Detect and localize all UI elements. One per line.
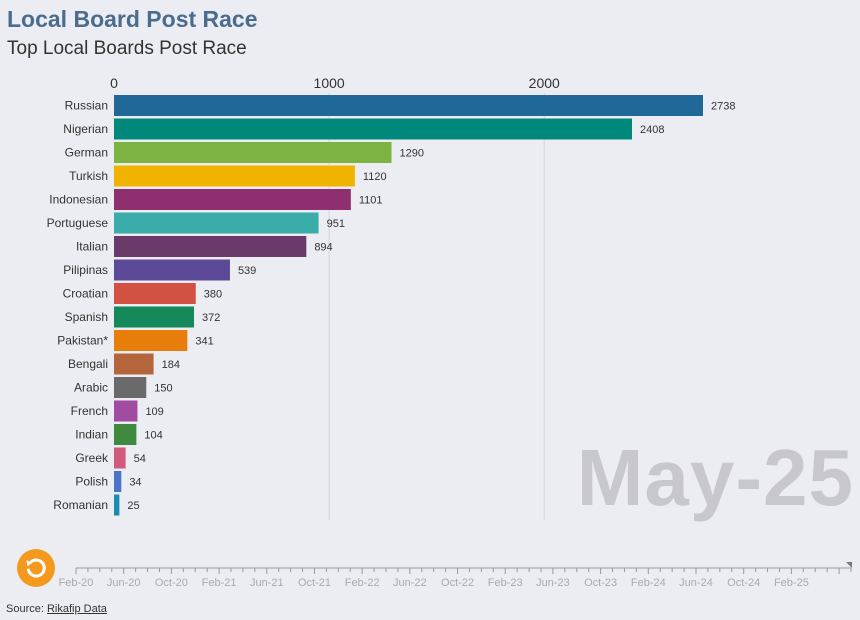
category-label: Pilipinas [63, 263, 108, 277]
category-label: Croatian [63, 287, 108, 301]
timeline-label: Feb-25 [774, 577, 809, 589]
category-label: Pakistan* [57, 334, 108, 348]
timeline-label: Jun-24 [679, 577, 713, 589]
timeline-label: Feb-24 [631, 577, 666, 589]
bar-russian [114, 95, 703, 116]
value-label: 1120 [363, 171, 387, 183]
category-label: Italian [76, 240, 108, 254]
value-label: 184 [162, 359, 180, 371]
timeline-handle [846, 562, 852, 568]
value-label: 539 [238, 265, 256, 277]
category-label: Russian [65, 99, 108, 113]
x-tick-label: 2000 [529, 75, 560, 91]
value-label: 1290 [400, 148, 424, 160]
category-label: French [71, 404, 108, 418]
timeline-label: Oct-24 [727, 577, 760, 589]
timeline-label: Jun-22 [393, 577, 427, 589]
value-label: 54 [134, 453, 146, 465]
bar-french [114, 400, 138, 422]
bar-nigerian [114, 118, 633, 140]
value-label: 372 [202, 312, 220, 324]
bar-polish [114, 471, 122, 492]
bar-croatian [114, 283, 196, 304]
value-label: 1101 [359, 195, 383, 207]
bar-turkish [114, 165, 355, 187]
category-label: Romanian [53, 498, 108, 512]
value-label: 894 [314, 242, 332, 254]
chart-subtitle: Top Local Boards Post Race [7, 38, 247, 59]
bar-greek [114, 447, 126, 469]
category-label: Portuguese [47, 216, 109, 230]
category-label: German [65, 146, 108, 160]
category-label: Indonesian [49, 193, 108, 207]
timeline-label: Feb-23 [488, 577, 523, 589]
category-label: Spanish [65, 310, 108, 324]
value-label: 341 [195, 336, 213, 348]
bar-pakistan [114, 330, 188, 351]
x-tick-label: 1000 [314, 75, 345, 91]
value-label: 25 [127, 500, 139, 512]
category-label: Arabic [74, 381, 108, 395]
value-label: 150 [154, 383, 172, 395]
value-label: 951 [327, 218, 345, 230]
bar-race-chart: 0 1000 2000 Russian 2738 Nigerian 2408 German 12… [47, 75, 735, 520]
current-period-label: May-25 [576, 433, 854, 522]
timeline-label: Feb-21 [202, 577, 237, 589]
bar-spanish [114, 306, 195, 328]
bar-pilipinas [114, 259, 230, 281]
timeline-slider[interactable]: Feb-20 Jun-20 Oct-20 Feb-21 Jun-21 Oct-21 Feb-… [0, 560, 860, 596]
value-label: 109 [145, 406, 163, 418]
value-label: 380 [204, 289, 222, 301]
source-note: Source: Rikafip Data [6, 603, 107, 615]
category-label: Nigerian [63, 122, 108, 136]
timeline-label: Jun-23 [536, 577, 570, 589]
timeline-label: Oct-21 [298, 577, 331, 589]
bar-german [114, 142, 392, 163]
bar-arabic [114, 377, 147, 398]
timeline-label: Oct-23 [584, 577, 617, 589]
category-label: Polish [75, 475, 108, 489]
category-label: Greek [75, 451, 109, 465]
bar-romanian [114, 494, 120, 516]
timeline-label: Jun-20 [107, 577, 141, 589]
value-label: 2408 [640, 124, 664, 136]
timeline-label: Feb-22 [345, 577, 380, 589]
replay-button[interactable] [17, 549, 55, 587]
category-label: Turkish [69, 169, 108, 183]
timeline-label: Oct-20 [155, 577, 188, 589]
category-label: Bengali [68, 357, 108, 371]
value-label: 104 [144, 430, 162, 442]
value-label: 34 [129, 477, 141, 489]
timeline-label: Jun-21 [250, 577, 284, 589]
x-tick-label: 0 [110, 75, 118, 91]
value-label: 2738 [711, 101, 735, 113]
bar-bengali [114, 353, 154, 375]
bar-indian [114, 424, 137, 445]
category-label: Indian [75, 428, 108, 442]
replay-icon [26, 558, 46, 578]
source-link[interactable]: Rikafip Data [46, 603, 107, 615]
bar-indonesian [114, 189, 351, 210]
bar-italian [114, 236, 307, 257]
timeline-label: Feb-20 [59, 577, 94, 589]
timeline-label: Oct-22 [441, 577, 474, 589]
source-prefix: Source: [6, 603, 44, 615]
bar-portuguese [114, 212, 319, 234]
chart-title: Local Board Post Race [7, 6, 258, 32]
